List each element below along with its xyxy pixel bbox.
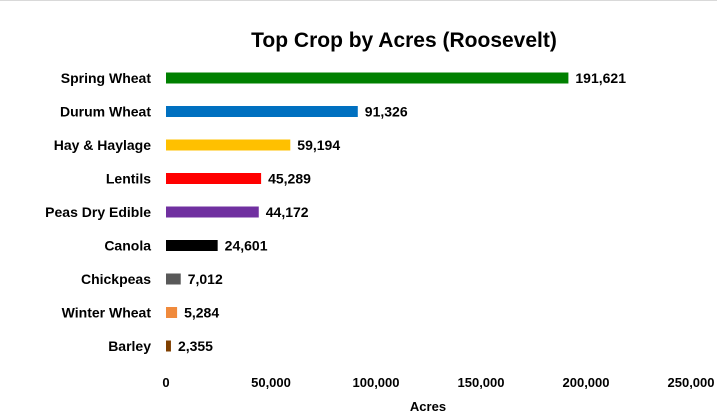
bar <box>166 307 178 318</box>
category-label: Chickpeas <box>81 271 151 287</box>
bar <box>166 240 218 251</box>
x-tick-label: 200,000 <box>563 375 610 390</box>
x-tick-label: 50,000 <box>251 375 291 390</box>
bar <box>166 106 358 117</box>
data-label: 44,172 <box>266 204 309 220</box>
data-label: 7,012 <box>188 271 223 287</box>
x-tick-label: 0 <box>162 375 169 390</box>
bar <box>166 340 171 352</box>
x-tick-label: 100,000 <box>353 375 400 390</box>
data-label: 45,289 <box>268 171 311 187</box>
category-label: Barley <box>108 338 151 354</box>
data-label: 191,621 <box>575 70 626 86</box>
x-tick-label: 150,000 <box>458 375 505 390</box>
category-label: Canola <box>104 238 151 254</box>
x-tick-label: 250,000 <box>668 375 715 390</box>
category-label: Spring Wheat <box>61 70 152 86</box>
category-labels: Spring Wheat Durum Wheat Hay & Haylage Lent… <box>45 70 151 354</box>
data-label: 2,355 <box>178 338 213 354</box>
bars-layer <box>166 72 569 352</box>
data-label: 24,601 <box>225 238 268 254</box>
data-label: 59,194 <box>297 137 340 153</box>
chart-title: Top Crop by Acres (Roosevelt) <box>251 29 557 52</box>
bar <box>166 273 181 285</box>
bar <box>166 139 291 151</box>
bar <box>166 206 259 218</box>
category-label: Peas Dry Edible <box>45 204 151 220</box>
category-label: Hay & Haylage <box>54 137 151 153</box>
category-label: Winter Wheat <box>62 305 152 321</box>
data-label: 91,326 <box>365 104 408 120</box>
x-axis-title: Acres <box>410 399 446 414</box>
category-label: Durum Wheat <box>60 104 151 120</box>
x-axis-ticks: 0 50,000 100,000 150,000 200,000 250,000 <box>162 375 714 390</box>
bar <box>166 72 569 84</box>
category-label: Lentils <box>106 171 151 187</box>
data-label: 5,284 <box>184 305 219 321</box>
value-labels: 191,621 91,326 59,194 45,289 44,172 24,601 7,0… <box>178 70 626 354</box>
bar <box>166 173 262 184</box>
